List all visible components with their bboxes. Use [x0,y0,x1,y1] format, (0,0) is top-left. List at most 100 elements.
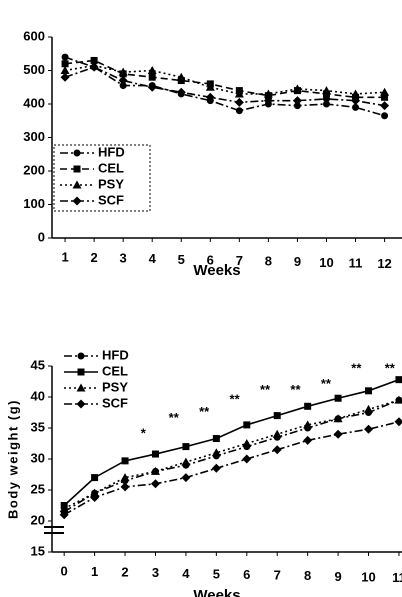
x-tick-label: 11 [349,255,363,270]
marker [77,368,85,376]
marker [321,86,331,95]
marker [304,402,312,410]
y-tick-label: 30 [31,450,45,465]
marker [150,479,160,489]
marker [176,87,186,97]
marker [147,82,157,92]
marker [211,463,221,473]
annotation: ** [260,382,271,397]
x-tick-label: 5 [213,566,220,581]
annotation: ** [351,361,362,376]
x-tick-label: 1 [91,564,98,579]
marker [334,394,342,402]
series-line [64,66,385,107]
series-line [63,399,400,513]
marker [381,112,389,120]
marker [272,429,282,438]
x-tick-label: 0 [61,563,68,578]
marker [365,387,373,395]
y-tick-label: 25 [31,481,45,496]
marker [380,101,390,111]
x-tick-label: 9 [294,254,301,269]
x-tick-label: 3 [152,565,159,580]
marker [205,92,215,102]
marker [303,420,313,429]
marker [59,504,69,513]
marker [120,473,130,482]
x-tick-label: 8 [265,254,272,269]
x-tick-label: 2 [121,565,128,580]
x-tick-label: 10 [319,255,333,270]
marker [364,404,374,413]
marker [90,488,100,497]
x-axis-label: Weeks [193,262,240,279]
y-tick-label: 35 [31,419,45,434]
marker [212,435,220,443]
series-line [64,64,385,95]
marker [352,103,360,111]
marker [303,435,313,445]
series-line [64,59,385,99]
annotation: ** [290,382,301,397]
marker [395,376,402,384]
marker [76,383,86,392]
marker [73,149,81,157]
marker [205,82,215,91]
marker [321,94,331,104]
marker [292,84,302,93]
marker [243,421,251,429]
marker [242,439,252,447]
x-tick-label: 4 [182,566,190,581]
marker [147,66,157,74]
x-tick-label: 6 [243,567,250,582]
y-tick-label: 200 [23,162,45,177]
marker [59,510,69,520]
x-tick-label: 8 [304,568,311,583]
marker [72,196,82,206]
legend-label: CEL [102,363,128,378]
marker [182,443,190,451]
series-line [63,399,400,510]
legend-label: HFD [98,144,125,159]
x-tick-label: 9 [334,569,341,584]
x-tick-label: 4 [149,251,157,266]
marker [394,417,402,427]
marker [90,56,98,64]
y-tick-label: 400 [23,95,45,110]
marker [181,473,191,483]
marker [76,399,86,409]
marker [120,482,130,492]
x-tick-label: 2 [90,250,97,265]
marker [293,102,301,110]
marker [333,429,343,439]
x-tick-label: 7 [274,568,281,583]
x-tick-label: 3 [120,251,127,266]
x-tick-label: 5 [178,252,185,267]
marker [333,414,343,423]
y-tick-label: 15 [31,543,45,558]
marker [60,72,70,82]
marker [148,73,156,81]
y-tick-label: 40 [31,388,45,403]
marker [322,100,330,108]
annotation: ** [199,404,210,419]
marker [292,96,302,106]
legend-label: PSY [102,379,128,394]
marker [273,412,281,420]
y-axis-label: Body weight (g) [5,399,20,519]
marker [91,474,99,482]
y-tick-label: 0 [38,229,45,244]
marker [118,76,128,86]
x-tick-label: 10 [361,569,375,584]
annotation: ** [169,410,180,425]
marker [394,395,402,404]
annotation: ** [321,376,332,391]
legend-label: CEL [98,160,124,175]
marker [181,457,191,466]
marker [263,89,273,98]
marker [263,96,273,106]
marker [272,445,282,455]
marker [235,107,243,115]
marker [119,82,127,90]
